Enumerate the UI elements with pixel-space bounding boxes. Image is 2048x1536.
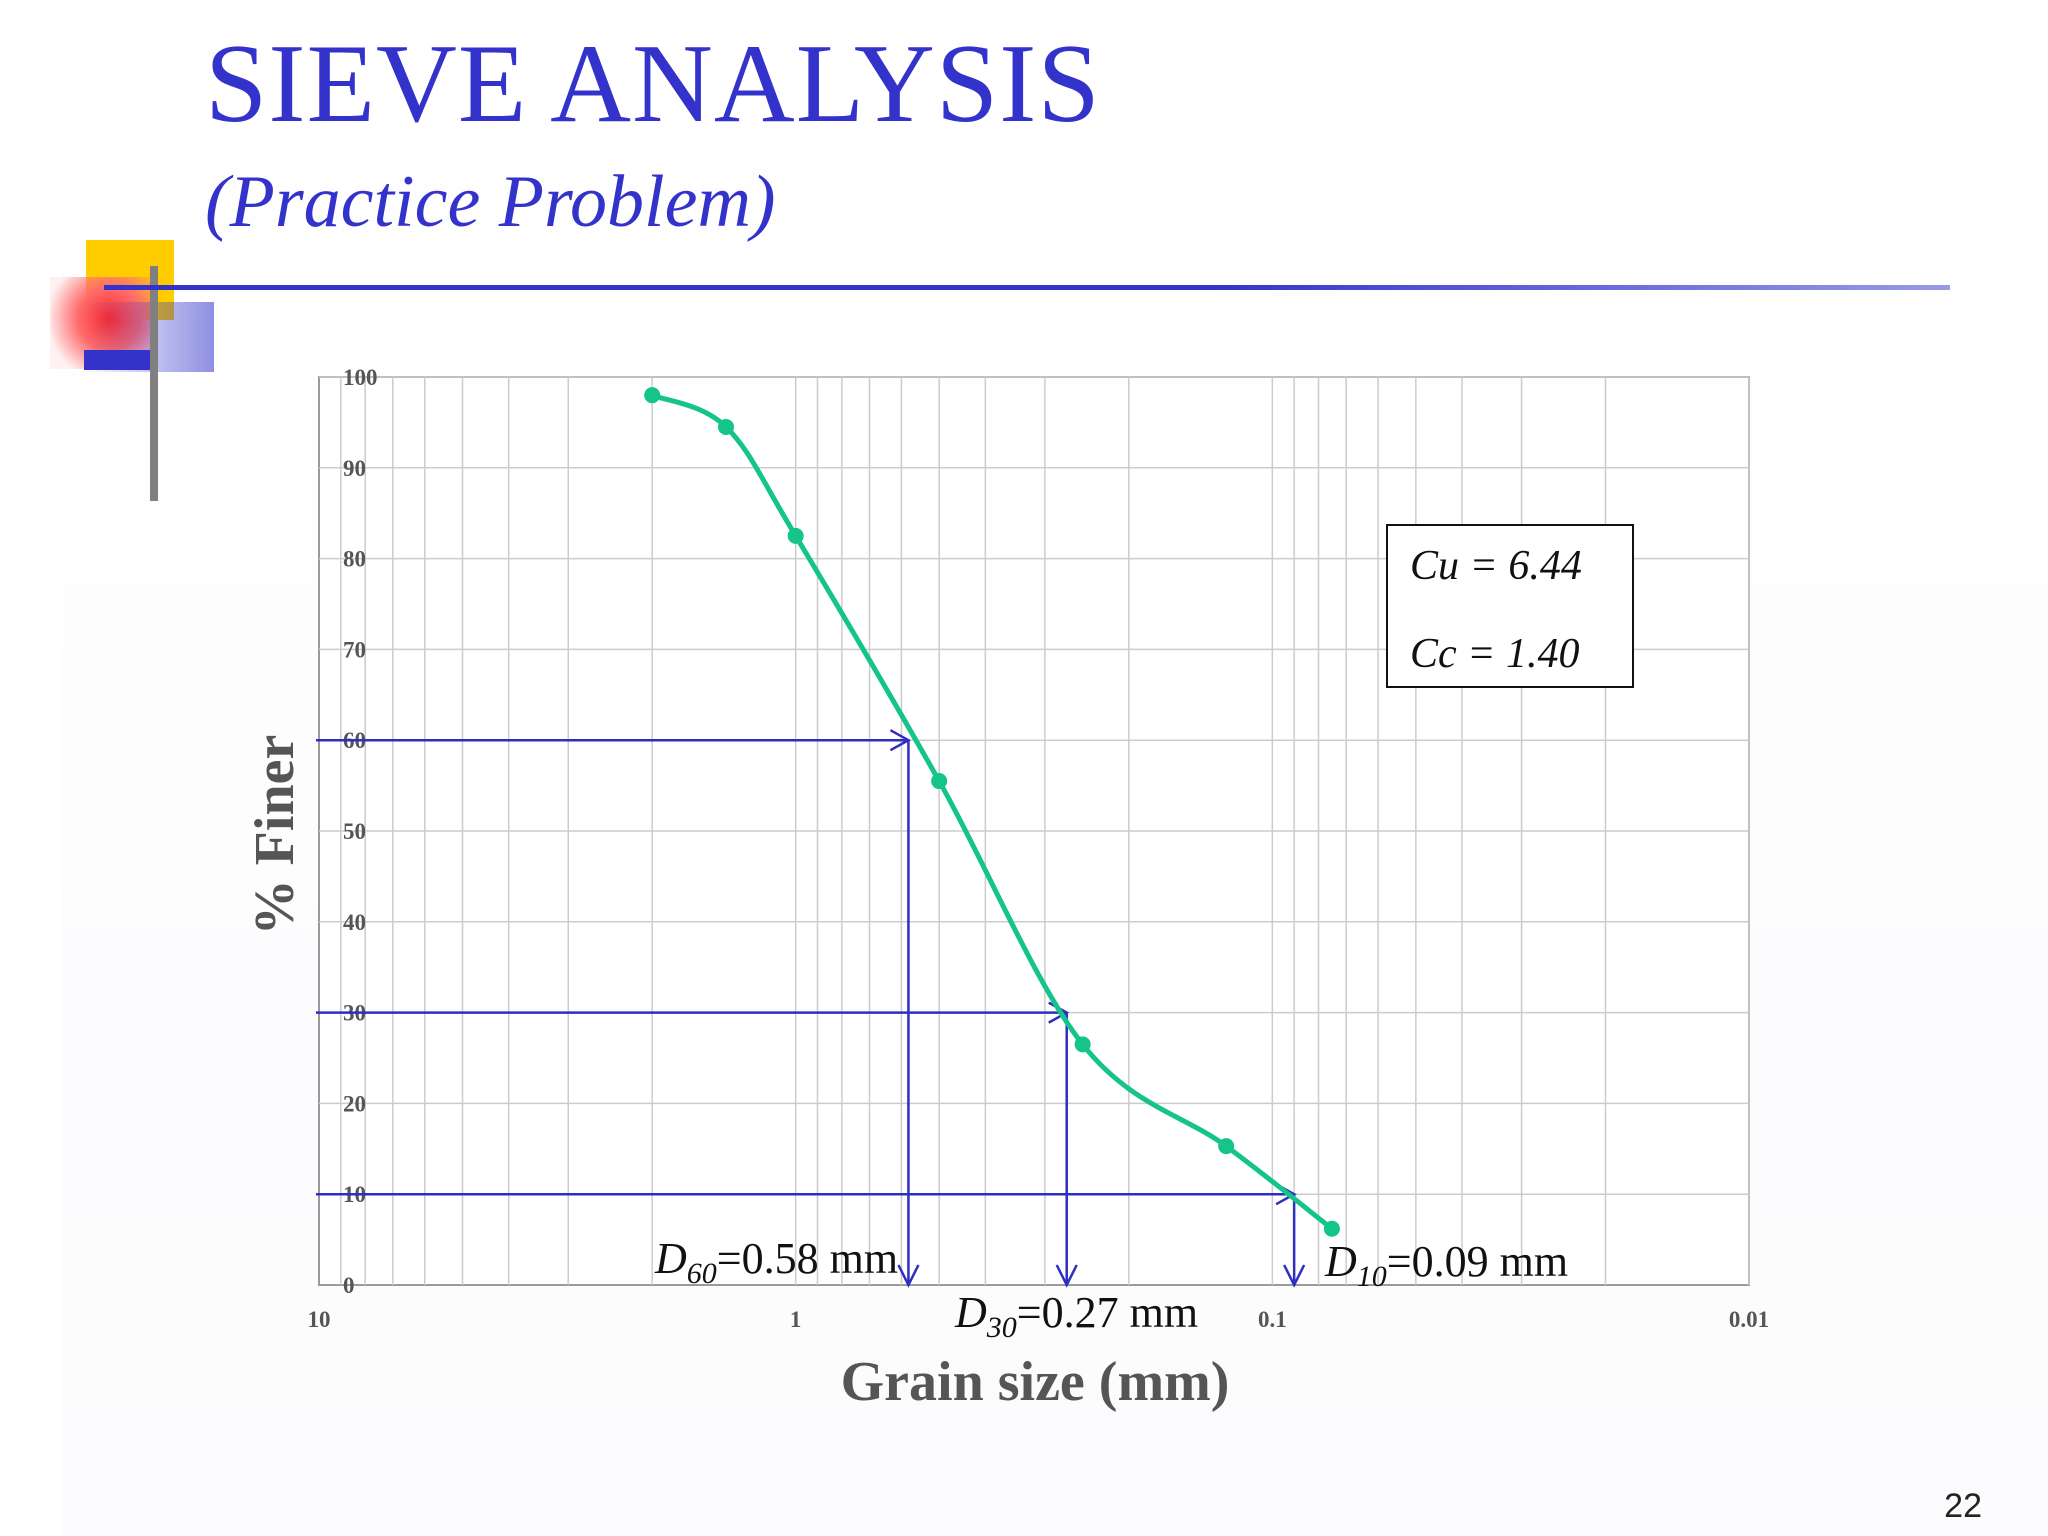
x-tick-label: 1 (790, 1307, 802, 1332)
page-number: 22 (1944, 1487, 1982, 1525)
d60-symbol: D (655, 1234, 687, 1283)
arrowhead-down (1055, 1264, 1078, 1288)
x-tick-label: 0.01 (1729, 1307, 1769, 1332)
blue-bar-decoration (84, 350, 150, 370)
d60-value: =0.58 mm (716, 1234, 899, 1283)
data-point (787, 527, 804, 544)
d10-label: D10=0.09 mm (1325, 1240, 1568, 1292)
y-tick-label: 50 (343, 819, 366, 844)
d30-symbol: D (955, 1288, 987, 1337)
d10-subscript: 10 (1356, 1260, 1387, 1293)
x-tick-label: 0.1 (1258, 1307, 1287, 1332)
vertical-rule-decoration (150, 266, 158, 501)
d30-subscript: 30 (986, 1311, 1017, 1344)
y-tick-label: 80 (343, 547, 366, 572)
gradation-curve (651, 392, 1334, 1231)
data-point (931, 773, 948, 790)
data-point (1218, 1138, 1235, 1155)
d60-subscript: 60 (686, 1257, 717, 1290)
arrowhead-down (897, 1264, 920, 1288)
data-point (644, 387, 661, 404)
x-axis-label: Grain size (mm) (840, 1351, 1230, 1413)
d10-value: =0.09 mm (1386, 1237, 1569, 1286)
data-point (1323, 1220, 1340, 1237)
page-subtitle: (Practice Problem) (205, 161, 776, 243)
d30-value: =0.27 mm (1016, 1288, 1199, 1337)
y-tick-label: 40 (343, 910, 366, 935)
y-tick-label: 70 (343, 637, 366, 662)
d60-label: D60=0.58 mm (655, 1237, 898, 1289)
data-point (1074, 1036, 1091, 1053)
y-axis-label: % Finer (244, 734, 306, 936)
y-tick-label: 0 (343, 1273, 355, 1298)
title-underline (104, 285, 1950, 290)
arrowhead-down (1283, 1264, 1306, 1288)
y-tick-label: 100 (343, 365, 378, 390)
cu-value: Cu = 6.44 (1410, 543, 1582, 589)
data-point (718, 418, 735, 435)
d30-label: D30=0.27 mm (955, 1291, 1198, 1343)
d10-symbol: D (1325, 1237, 1357, 1286)
y-tick-label: 90 (343, 456, 366, 481)
coefficient-box: Cu = 6.44 Cc = 1.40 (1386, 524, 1634, 688)
page-title: SIEVE ANALYSIS (205, 22, 1101, 146)
cc-value: Cc = 1.40 (1410, 631, 1580, 677)
y-tick-label: 20 (343, 1091, 366, 1116)
x-tick-label: 10 (308, 1307, 331, 1332)
